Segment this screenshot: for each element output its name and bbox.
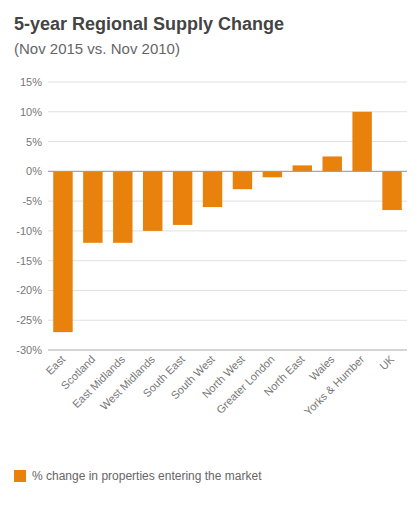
bar [293,165,312,171]
subtitle: (Nov 2015 vs. Nov 2010) [14,40,180,57]
x-tick-label: North East [261,353,306,398]
y-tick-label: 15% [20,76,42,88]
chart: 5-year Regional Supply Change (Nov 2015 v… [0,0,419,521]
y-tick-label: -20% [16,284,42,296]
bar [113,171,132,242]
grid-line [48,350,407,351]
bar [263,171,282,177]
grid-line [48,82,407,83]
y-tick-label: -15% [16,255,42,267]
x-tick-label: Yorks & Humber [302,353,367,418]
legend: % change in properties entering the mark… [14,469,262,483]
y-tick-label: -10% [16,225,42,237]
grid-line [48,290,407,291]
legend-swatch [14,470,26,482]
grid-line [48,171,407,172]
bar [143,171,162,231]
y-tick-label: 0% [26,165,42,177]
bars [53,112,402,332]
bar [203,171,222,207]
title: 5-year Regional Supply Change [14,14,284,34]
zero-line [48,171,407,172]
bar [322,156,341,171]
x-tick-label: East [43,353,67,377]
grid-line [48,260,407,261]
grid [48,82,407,350]
bar [233,171,252,189]
bar [352,112,371,172]
y-tick-label: -5% [22,195,42,207]
y-tick-label: -25% [16,314,42,326]
y-tick-label: 5% [26,136,42,148]
bar [173,171,192,225]
bar [382,171,401,210]
bar [53,171,72,332]
grid-line [48,320,407,321]
y-tick-label: -30% [16,344,42,356]
legend-label: % change in properties entering the mark… [32,469,262,483]
x-tick-label: UK [377,352,397,372]
y-tick-label: 10% [20,106,42,118]
x-axis-line [48,350,407,351]
bar [83,171,102,242]
